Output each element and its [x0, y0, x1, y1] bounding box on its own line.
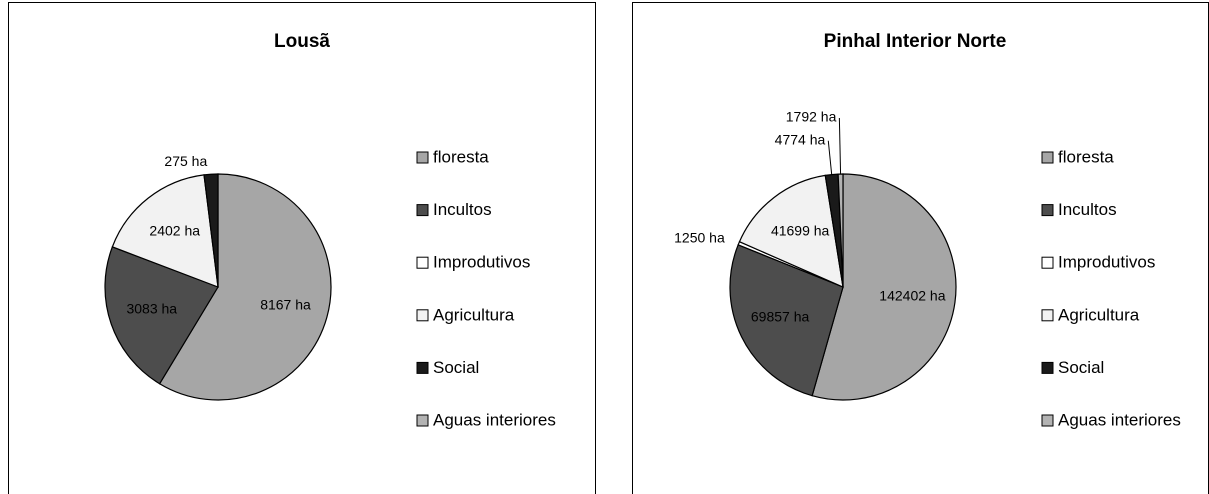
legend-swatch	[1041, 256, 1054, 269]
legend-label: floresta	[433, 147, 489, 166]
legend-swatch	[416, 204, 429, 217]
legend-label: Aguas interiores	[433, 410, 556, 429]
legend-label: Improdutivos	[1058, 253, 1155, 272]
pie-slice	[729, 244, 844, 397]
data-label: 8167 ha	[260, 296, 311, 312]
legend-swatch	[416, 256, 429, 269]
legend-swatch	[416, 361, 429, 374]
data-label: 2402 ha	[149, 223, 200, 239]
pie-slice	[111, 174, 219, 288]
legend-swatch	[1041, 414, 1054, 427]
legend-label: Aguas interiores	[1058, 410, 1181, 429]
leader-line	[838, 118, 842, 175]
legend-label: Social	[1058, 358, 1104, 377]
data-label: 4774 ha	[775, 131, 826, 147]
pie-slice	[811, 173, 957, 401]
pie-slice	[203, 173, 219, 288]
data-label: 1250 ha	[674, 229, 725, 245]
data-label: 1792 ha	[786, 109, 837, 125]
legend-label: Agricultura	[1058, 305, 1140, 324]
data-label: 41699 ha	[771, 222, 830, 238]
pie-slice	[104, 246, 219, 385]
chart-title: Pinhal Interior Norte	[824, 31, 1007, 52]
legend-label: Incultos	[1058, 200, 1117, 219]
data-label: 69857 ha	[751, 309, 810, 325]
data-label: 275 ha	[164, 153, 207, 169]
pie-slice	[837, 173, 844, 288]
leader-line	[827, 140, 833, 175]
pie-slice	[158, 173, 332, 401]
legend-swatch	[416, 414, 429, 427]
legend-swatch	[416, 151, 429, 164]
legend-swatch	[416, 309, 429, 322]
data-label: 142402 ha	[879, 287, 945, 303]
legend-swatch	[1041, 361, 1054, 374]
legend-swatch	[1041, 309, 1054, 322]
legend-swatch	[1041, 151, 1054, 164]
legend-label: Agricultura	[433, 305, 515, 324]
legend-label: Incultos	[433, 200, 492, 219]
legend-label: Social	[433, 358, 479, 377]
legend-label: floresta	[1058, 147, 1114, 166]
data-label: 3083 ha	[126, 301, 177, 317]
legend-label: Improdutivos	[433, 253, 530, 272]
legend-swatch	[1041, 204, 1054, 217]
chart-title: Lousã	[274, 31, 330, 52]
pie-slice	[738, 174, 844, 288]
